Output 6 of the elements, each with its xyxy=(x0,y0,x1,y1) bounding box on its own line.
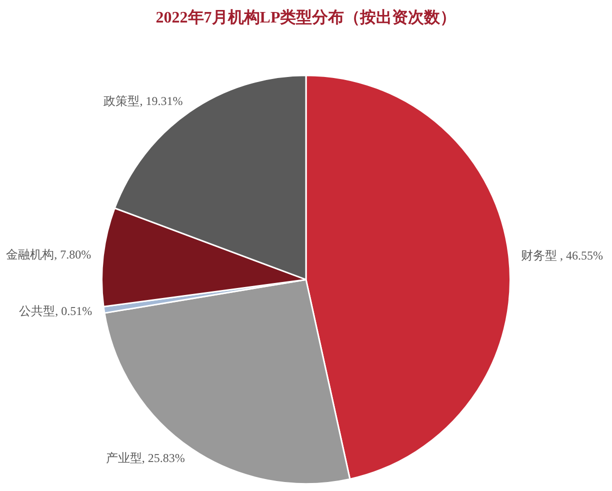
chart-title: 2022年7月机构LP类型分布（按出资次数） xyxy=(156,8,456,27)
slice-label: 政策型, 19.31% xyxy=(104,94,183,108)
slice-label: 公共型, 0.51% xyxy=(19,304,92,318)
slice-label: 金融机构, 7.80% xyxy=(6,247,92,262)
slice-label: 产业型, 25.83% xyxy=(106,450,185,465)
slice-label: 财务型 , 46.55% xyxy=(520,248,603,262)
